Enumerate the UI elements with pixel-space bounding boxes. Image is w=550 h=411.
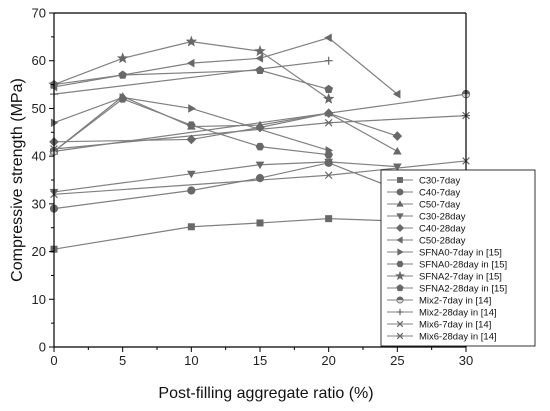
data-point-mix6-7day-in-14: [324, 171, 333, 180]
series-markers-layer: [48, 33, 471, 253]
legend-entry-c30-28day: C30-28day: [419, 212, 466, 223]
x-tick-label: 20: [321, 353, 335, 368]
legend: C30-7dayC40-7dayC50-7dayC30-28dayC40-28d…: [380, 169, 536, 347]
legend-marker-sfna0-7day-in-15: [397, 248, 404, 256]
data-point-sfna2-7day-in-15: [322, 92, 335, 104]
data-point-c30-7day: [256, 219, 264, 227]
legend-entry-sfna2-28day-in-15: SFNA2-28day in [15]: [419, 284, 507, 295]
data-point-sfna2-7day-in-15: [116, 52, 129, 64]
data-point-sfna0-28day-in-15: [255, 142, 265, 151]
data-point-c30-28day: [187, 170, 196, 179]
legend-entry-c40-28day: C40-28day: [419, 224, 466, 235]
legend-entry-mix2-7day-in-14: Mix2-7day in [14]: [419, 296, 491, 307]
legend-entry-c50-7day: C50-7day: [419, 200, 460, 211]
legend-entry-sfna0-7day-in-15: SFNA0-7day in [15]: [419, 248, 502, 259]
data-point-c30-28day: [324, 158, 333, 167]
legend-entry-mix6-7day-in-14: Mix6-7day in [14]: [419, 320, 491, 331]
x-tick-label: 0: [50, 353, 57, 368]
legend-marker-mix2-7day-in-14: [396, 296, 404, 304]
series-line-c50-7day: [53, 95, 398, 152]
x-tick-label: 5: [119, 353, 126, 368]
series-line-c30-28day: [53, 161, 398, 193]
legend-entry-c50-28day: C50-28day: [419, 236, 466, 247]
legend-marker-mix2-28day-in-14: [396, 308, 404, 316]
data-point-sfna0-28day-in-15: [186, 121, 196, 129]
series-line-sfna2-28day-in-15: [53, 69, 329, 90]
y-tick-label: 30: [32, 196, 46, 211]
data-point-mix2-28day-in-14: [324, 56, 333, 65]
data-point-c40-28day: [392, 131, 403, 141]
y-tick-label: 40: [32, 149, 46, 164]
y-tick-label: 0: [39, 340, 46, 355]
legend-entry-sfna0-28day-in-15: SFNA0-28day in [15]: [419, 260, 507, 271]
legend-marker-c40-7day: [396, 188, 404, 196]
data-point-c50-28day: [324, 33, 332, 43]
data-point-sfna2-28day-in-15: [118, 70, 128, 79]
data-point-c40-28day: [255, 122, 265, 133]
data-point-c40-28day: [186, 134, 197, 145]
legend-marker-sfna2-28day-in-15: [396, 284, 404, 292]
x-tick-label: 30: [459, 353, 473, 368]
y-tick-label: 10: [32, 292, 46, 307]
y-tick-label: 60: [32, 53, 46, 68]
x-axis-title: Post-filling aggregate ratio (%): [158, 385, 373, 402]
legend-entry-mix6-28day-in-14: Mix6-28day in [14]: [419, 332, 497, 343]
series-line-c30-7day: [53, 218, 398, 250]
y-axis-title: Compressive strength (MPa): [9, 78, 26, 282]
data-point-c50-28day: [392, 89, 401, 99]
data-point-c30-28day: [393, 163, 402, 172]
data-point-c40-28day: [323, 108, 334, 119]
data-point-c50-28day: [255, 54, 264, 63]
legend-marker-mix6-28day-in-14: [396, 332, 404, 340]
legend-entry-mix2-28day-in-14: Mix2-28day in [14]: [419, 308, 497, 319]
data-point-c50-7day: [393, 146, 402, 155]
legend-marker-sfna0-28day-in-15: [396, 260, 404, 268]
data-point-sfna2-7day-in-15: [185, 35, 198, 47]
legend-box: [380, 169, 536, 347]
legend-marker-mix6-7day-in-14: [396, 320, 404, 328]
data-point-mix6-28day-in-14: [324, 118, 333, 127]
data-point-c40-7day: [187, 186, 196, 195]
x-tick-label: 25: [390, 353, 404, 368]
legend-marker-c30-7day: [397, 177, 403, 183]
x-tick-label: 15: [253, 353, 267, 368]
data-point-sfna0-28day-in-15: [324, 150, 334, 159]
y-tick-label: 50: [32, 101, 46, 116]
y-tick-label: 70: [32, 6, 46, 21]
data-point-sfna0-28day-in-15: [118, 95, 128, 103]
legend-entry-c40-7day: C40-7day: [419, 188, 460, 199]
data-point-sfna2-28day-in-15: [324, 84, 334, 94]
legend-marker-c30-28day: [396, 213, 404, 220]
legend-marker-sfna2-7day-in-15: [395, 270, 405, 281]
data-point-sfna2-7day-in-15: [254, 45, 266, 57]
data-point-c30-7day: [325, 215, 333, 223]
data-point-c50-28day: [186, 58, 195, 68]
data-point-c40-7day: [255, 173, 265, 183]
legend-entry-c30-7day: C30-7day: [419, 176, 460, 187]
legend-marker-c50-28day: [396, 236, 403, 244]
series-line-mix2-28day-in-14: [53, 60, 329, 95]
data-point-sfna2-28day-in-15: [255, 65, 265, 74]
data-point-c30-7day: [187, 223, 195, 231]
legend-marker-c40-28day: [395, 223, 405, 233]
data-point-c30-28day: [255, 161, 265, 170]
data-point-sfna0-7day-in-15: [188, 104, 196, 113]
legend-entry-sfna2-7day-in-15: SFNA2-7day in [15]: [419, 272, 502, 283]
x-tick-label: 10: [184, 353, 198, 368]
y-tick-label: 20: [32, 244, 46, 259]
axes-layer: 0 5 10 15 20 25 30 0 10 20 30 40 50 60 70 Post-filling …: [9, 6, 473, 403]
legend-marker-c50-7day: [396, 200, 404, 207]
